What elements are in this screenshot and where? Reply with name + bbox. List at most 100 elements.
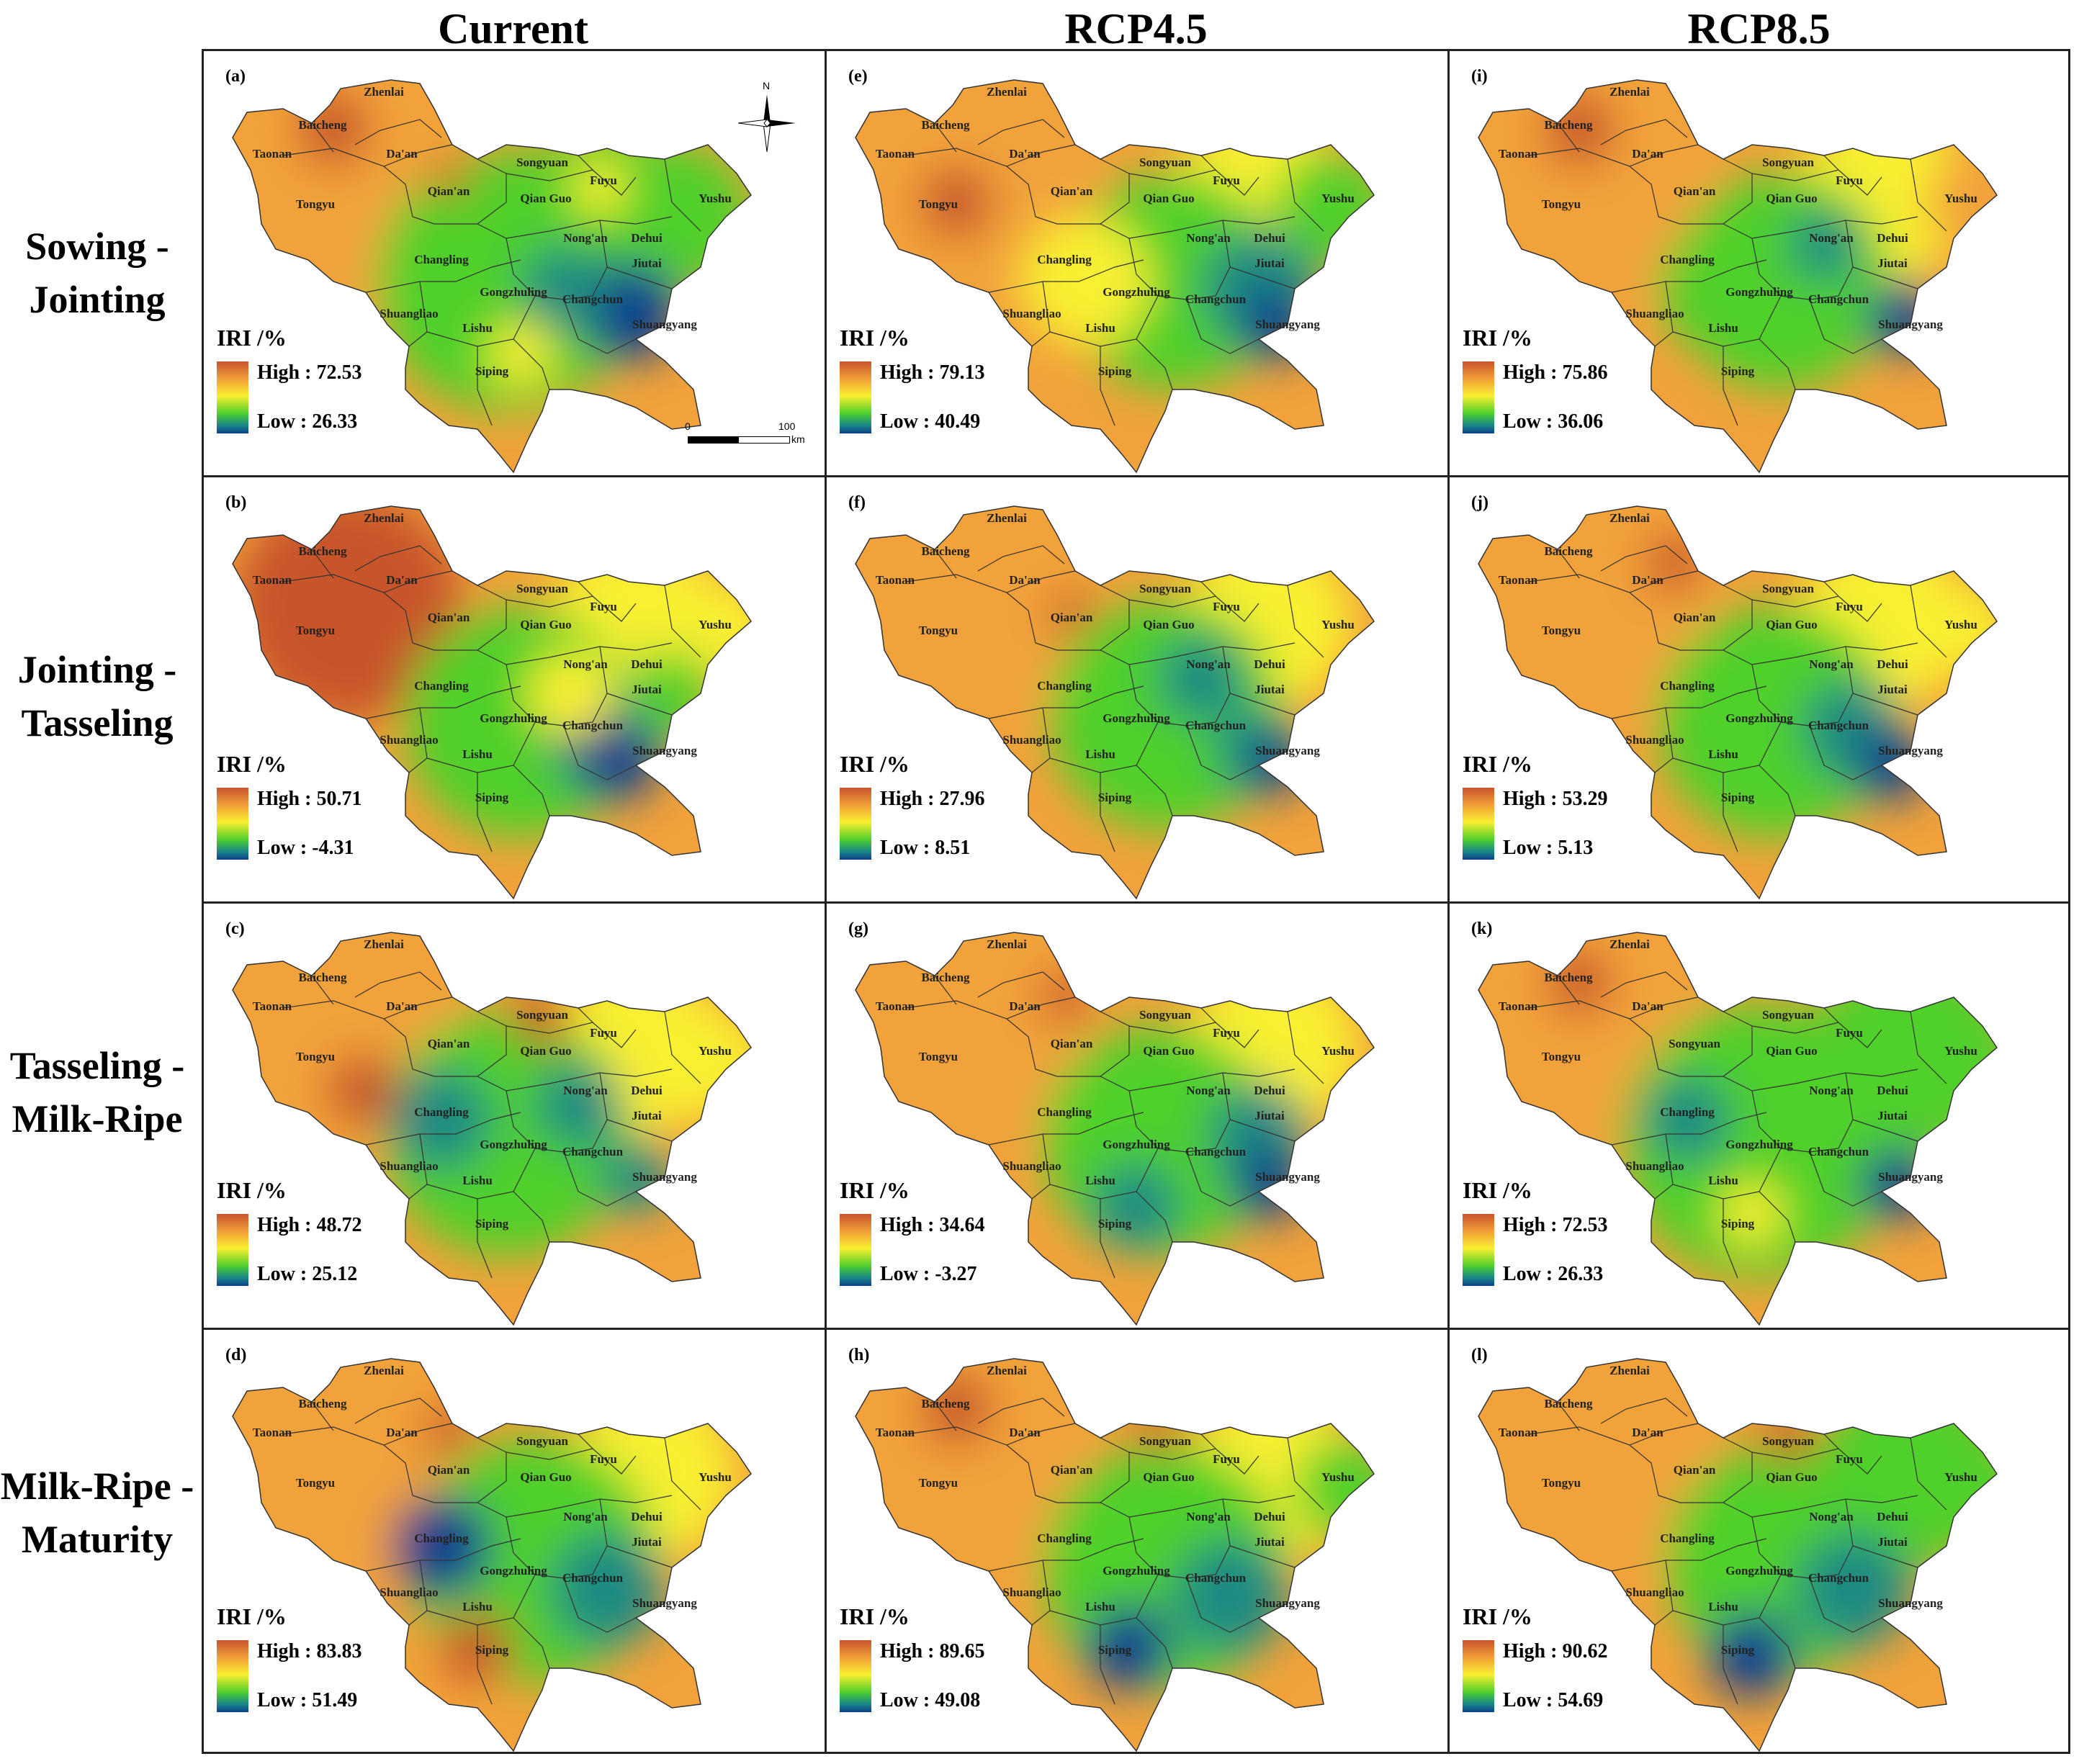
county-boundary [988, 259, 1144, 293]
map-panel: Zhenlai Baicheng Taonan Da'an Songyuan Fuyu Yu… [827, 51, 1450, 477]
county-boundary [1672, 1148, 1782, 1200]
place-label-fuyu: Fuyu [1836, 1026, 1863, 1040]
place-label-zhenlai: Zhenlai [364, 1364, 404, 1377]
place-label-jiutai: Jiutai [1877, 1109, 1908, 1122]
county-boundary [606, 693, 673, 716]
iri-legend: IRI /% High : 89.65 Low : 49.08 [840, 1603, 984, 1712]
place-label-lishu: Lishu [1708, 321, 1738, 335]
legend-low: Low : 49.08 [880, 1689, 981, 1711]
county-boundary [563, 1151, 637, 1207]
place-label-shuangyang: Shuangyang [1255, 744, 1320, 757]
place-label-fuyu: Fuyu [1213, 600, 1240, 613]
county-boundary [1672, 721, 1782, 773]
place-label-daan: Da'an [1632, 1426, 1663, 1439]
heat-blob [571, 159, 629, 217]
county-boundary [477, 1495, 673, 1518]
place-label-nongan: Nong'an [1186, 657, 1231, 671]
place-label-shuangliao: Shuangliao [1625, 307, 1684, 320]
heat-blob [1295, 1438, 1374, 1539]
iri-map: Zhenlai Baicheng Taonan Da'an Songyuan Fuyu Yu… [855, 79, 1375, 474]
place-label-tongyu: Tongyu [296, 1050, 335, 1063]
row-header-tasseling-milkripe: Tasseling - Milk-Ripe [9, 1044, 185, 1140]
iri-legend: IRI /% High : 72.53 Low : 26.33 [217, 325, 362, 433]
county-boundary [578, 155, 593, 171]
place-label-taonan: Taonan [876, 999, 915, 1013]
legend-color-ramp [217, 1214, 248, 1286]
legend-color-ramp [840, 788, 871, 860]
heat-blob [863, 940, 1079, 1156]
place-label-changling: Changling [1037, 1531, 1092, 1545]
legend-low: Low : 5.13 [1503, 837, 1594, 859]
place-label-gongzhuling: Gongzhuling [480, 285, 547, 299]
county-boundary [1759, 1617, 1796, 1669]
place-label-fuyu: Fuyu [1213, 1452, 1240, 1466]
study-area-outline [1478, 505, 1998, 900]
place-label-qianan: Qian'an [1051, 611, 1093, 624]
panel-label: (h) [848, 1346, 870, 1364]
county-boundary [1629, 1011, 1753, 1077]
iri-map: Zhenlai Baicheng Taonan Da'an Songyuan Fuyu Yu… [1478, 932, 1998, 1326]
legend-title: IRI /% [840, 751, 910, 777]
county-boundary [578, 1007, 593, 1023]
heat-blob [1086, 1603, 1172, 1690]
place-label-siping: Siping [475, 1643, 509, 1657]
place-label-changling: Changling [414, 1105, 469, 1119]
county-boundary [988, 1112, 1144, 1146]
place-label-dehui: Dehui [631, 657, 663, 671]
place-label-dehui: Dehui [1254, 657, 1285, 671]
county-boundary [1287, 1437, 1324, 1511]
place-label-nongan: Nong'an [1186, 1084, 1231, 1097]
place-label-shuangliao: Shuangliao [380, 307, 438, 320]
place-label-zhenlai: Zhenlai [1609, 1364, 1650, 1377]
place-label-fuyu: Fuyu [1213, 174, 1240, 187]
county-boundary [311, 549, 334, 579]
heat-blob [1644, 1076, 1730, 1163]
county-boundary [477, 773, 493, 852]
place-label-baicheng: Baicheng [298, 118, 347, 132]
place-label-taonan: Taonan [1499, 1426, 1538, 1439]
place-label-yushu: Yushu [699, 1044, 732, 1058]
heat-blob [1795, 1531, 1910, 1647]
place-label-daan: Da'an [1632, 573, 1663, 587]
place-label-fuyu: Fuyu [590, 1452, 617, 1466]
county-boundary [1910, 585, 1947, 658]
place-label-tongyu: Tongyu [296, 1476, 335, 1490]
place-label-tongyu: Tongyu [1542, 1476, 1581, 1490]
county-boundary [1672, 1574, 1782, 1626]
legend-color-ramp [217, 1640, 248, 1712]
place-label-changling: Changling [1660, 679, 1715, 693]
place-label-dehui: Dehui [1877, 231, 1908, 245]
county-boundary [426, 721, 536, 773]
place-label-lishu: Lishu [1085, 1600, 1115, 1614]
place-label-songyuan: Songyuan [1762, 1434, 1814, 1448]
county-boundary [1229, 1545, 1296, 1568]
legend-title: IRI /% [217, 1603, 287, 1629]
place-label-jiutai: Jiutai [1877, 256, 1908, 270]
place-label-taonan: Taonan [1499, 147, 1538, 161]
legend-high: High : 72.53 [1503, 1214, 1608, 1236]
county-boundary [1557, 122, 1580, 153]
row-header-milkripe-maturity: Milk-Ripe - Maturity [0, 1464, 194, 1561]
place-label-qianguo: Qian Guo [1143, 1470, 1194, 1484]
place-label-baicheng: Baicheng [298, 544, 347, 558]
place-label-taonan: Taonan [253, 147, 292, 161]
place-label-lishu: Lishu [1708, 1600, 1738, 1614]
place-label-siping: Siping [1721, 791, 1755, 804]
heat-blob [528, 650, 614, 737]
place-label-nongan: Nong'an [563, 1084, 608, 1097]
place-label-songyuan: Songyuan [1139, 1008, 1191, 1022]
place-label-lishu: Lishu [1708, 747, 1738, 761]
county-boundary [1723, 346, 1738, 426]
place-label-daan: Da'an [386, 999, 418, 1013]
legend-title: IRI /% [217, 751, 287, 777]
heat-blob [1039, 972, 1090, 1022]
row-header-sowing-jointing: Sowing - Jointing [25, 225, 169, 321]
place-label-daan: Da'an [1009, 999, 1041, 1013]
legend-high: High : 34.64 [880, 1214, 985, 1236]
iri-legend: IRI /% High : 79.13 Low : 40.49 [840, 325, 984, 433]
study-area-outline [1478, 1358, 1998, 1752]
county-boundary [664, 585, 701, 658]
place-label-yushu: Yushu [1944, 192, 1977, 205]
heat-blob [920, 166, 992, 238]
county-boundary [1049, 721, 1159, 773]
